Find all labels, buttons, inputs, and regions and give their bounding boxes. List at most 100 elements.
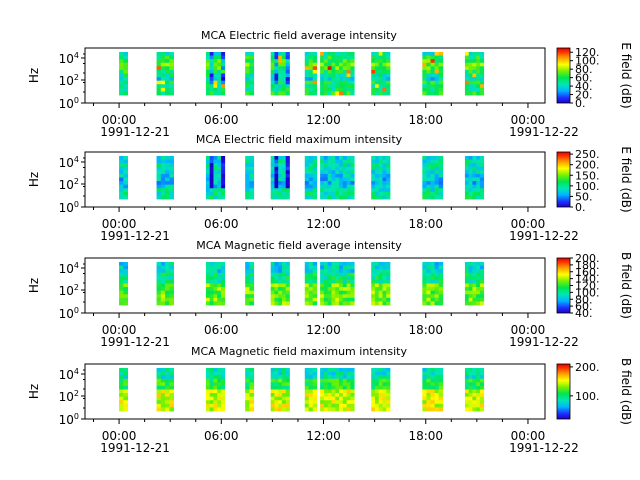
spectrogram-cell xyxy=(304,69,310,74)
spectrogram-cell xyxy=(331,166,336,171)
spectrogram-cell xyxy=(434,84,440,89)
spectrogram-cell xyxy=(169,55,174,60)
spectrogram-cell xyxy=(335,191,340,196)
spectrogram-cell xyxy=(426,181,431,186)
spectrogram-cell xyxy=(270,170,275,175)
spectrogram-cell xyxy=(156,59,162,64)
spectrogram-cell xyxy=(312,290,318,295)
spectrogram-cell xyxy=(426,287,431,292)
spectrogram-cell xyxy=(209,80,214,85)
x-tick-label: 18:00 xyxy=(408,217,443,231)
spectrogram-cell xyxy=(339,393,344,398)
spectrogram-cell xyxy=(323,389,329,394)
spectrogram-cell xyxy=(119,62,124,67)
spectrogram-cell xyxy=(270,407,275,412)
spectrogram-cell xyxy=(479,80,485,85)
spectrogram-cell xyxy=(426,262,431,266)
spectrogram-cell xyxy=(304,87,310,92)
spectrogram-cell xyxy=(426,403,431,408)
spectrogram-cell xyxy=(371,66,376,71)
data-segment xyxy=(464,156,485,200)
spectrogram-cell xyxy=(245,80,250,85)
spectrogram-cell xyxy=(339,66,344,71)
spectrogram-cell xyxy=(165,403,170,408)
spectrogram-cell xyxy=(476,191,481,196)
spectrogram-cell xyxy=(217,55,222,60)
spectrogram-cell xyxy=(346,195,351,200)
spectrogram-cell xyxy=(274,173,279,178)
spectrogram-cell xyxy=(323,77,329,82)
spectrogram-cell xyxy=(245,166,250,171)
spectrogram-cell xyxy=(323,191,329,196)
spectrogram-cell xyxy=(320,396,325,401)
spectrogram-cell xyxy=(274,77,279,82)
spectrogram-cell xyxy=(346,62,351,67)
spectrogram-cell xyxy=(346,184,351,189)
spectrogram-cell xyxy=(281,368,287,372)
spectrogram-cell xyxy=(285,396,290,401)
spectrogram-cell xyxy=(312,195,318,200)
spectrogram-cell xyxy=(386,62,391,67)
spectrogram-cell xyxy=(331,87,336,92)
spectrogram-cell xyxy=(249,290,255,295)
data-segment xyxy=(422,262,444,306)
y-tick-label: 102 xyxy=(59,283,79,298)
spectrogram-cell xyxy=(374,290,380,295)
panel-1: MCA Electric field average intensity1041… xyxy=(27,29,633,139)
spectrogram-cell xyxy=(327,62,332,67)
spectrogram-cell xyxy=(468,371,473,376)
spectrogram-cell xyxy=(320,191,325,196)
spectrogram-cell xyxy=(479,66,485,71)
spectrogram-cell xyxy=(327,159,332,164)
spectrogram-cell xyxy=(278,272,283,277)
spectrogram-cell xyxy=(119,389,124,394)
spectrogram-cell xyxy=(213,73,218,78)
spectrogram-cell xyxy=(156,87,162,92)
spectrogram-cell xyxy=(123,156,128,160)
spectrogram-cell xyxy=(209,166,214,171)
spectrogram-cell xyxy=(281,269,287,274)
data-segment xyxy=(119,262,128,306)
spectrogram-cell xyxy=(472,177,477,182)
spectrogram-cell xyxy=(422,294,427,299)
spectrogram-cell xyxy=(346,91,351,96)
spectrogram-cell xyxy=(479,52,485,56)
spectrogram-cell xyxy=(205,84,211,89)
spectrogram-cell xyxy=(119,396,124,401)
spectrogram-cell xyxy=(274,52,279,56)
spectrogram-cell xyxy=(382,301,387,306)
spectrogram-cell xyxy=(331,173,336,178)
spectrogram-cell xyxy=(304,265,310,270)
spectrogram-cell xyxy=(422,378,427,383)
spectrogram-cell xyxy=(468,69,473,74)
spectrogram-cell xyxy=(479,59,485,64)
spectrogram-cell xyxy=(438,272,444,277)
spectrogram-cell xyxy=(335,385,340,390)
spectrogram-cell xyxy=(209,368,214,372)
spectrogram-cell xyxy=(217,166,222,171)
spectrogram-cell xyxy=(323,170,329,175)
spectrogram-cell xyxy=(156,181,162,186)
spectrogram-cell xyxy=(119,378,124,383)
spectrogram-cell xyxy=(160,62,166,67)
spectrogram-cell xyxy=(434,163,440,168)
spectrogram-cell xyxy=(386,382,391,387)
spectrogram-cell xyxy=(472,52,477,56)
spectrogram-cell xyxy=(371,195,376,200)
spectrogram-cell xyxy=(371,272,376,277)
spectrogram-cell xyxy=(472,87,477,92)
spectrogram-cell xyxy=(169,276,174,281)
spectrogram-cell xyxy=(312,55,318,60)
spectrogram-cell xyxy=(371,166,376,171)
spectrogram-cell xyxy=(468,191,473,196)
spectrogram-cell xyxy=(331,262,336,266)
spectrogram-cell xyxy=(304,59,310,64)
spectrogram-cell xyxy=(422,80,427,85)
spectrogram-cell xyxy=(331,59,336,64)
spectrogram-cell xyxy=(438,269,444,274)
spectrogram-cell xyxy=(327,84,332,89)
spectrogram-cell xyxy=(169,368,174,372)
spectrogram-cell xyxy=(374,389,380,394)
spectrogram-cell xyxy=(119,368,124,372)
spectrogram-cell xyxy=(281,177,287,182)
